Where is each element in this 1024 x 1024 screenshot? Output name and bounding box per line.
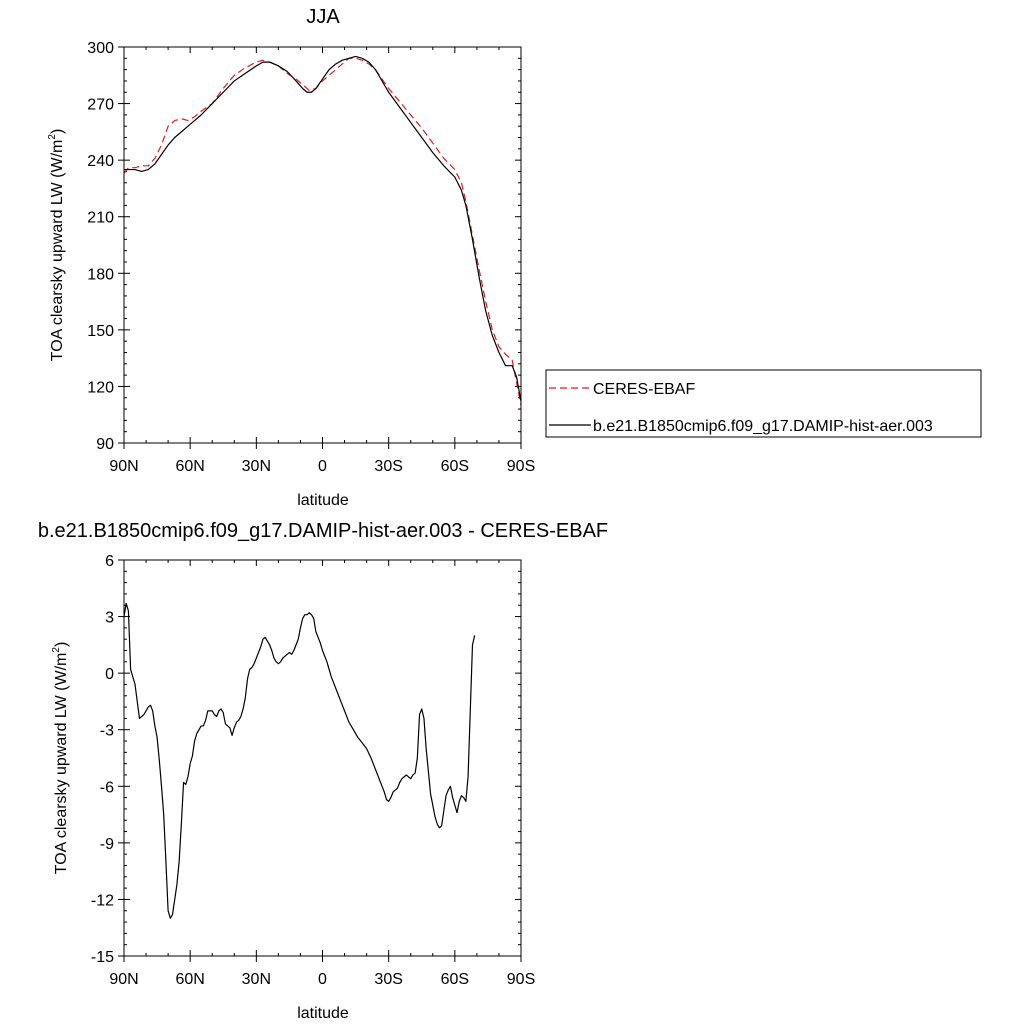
top-plot-frame: [123, 46, 522, 444]
x-tick-label: 30S: [374, 458, 402, 475]
bottom-series-line-0: [123, 602, 476, 919]
legend-label-model: b.e21.B1850cmip6.f09_g17.DAMIP-hist-aer.…: [593, 418, 933, 435]
bottom-y-axis-label-sup: 2: [51, 647, 62, 653]
top-series-line-0: [123, 57, 522, 406]
bottom-axis-ticks: -15 -12 -9 -6 -3 0 3 6 90N 60N 30N 0 30S 60S 90S: [91, 553, 535, 988]
y-tick-label: 120: [87, 379, 114, 396]
top-y-axis-label-end: ): [49, 129, 66, 134]
bottom-y-axis-label: TOA clearsky upward LW (W/m2): [51, 642, 70, 875]
top-y-axis-label-sup: 2: [47, 134, 58, 140]
y-tick-label: 300: [87, 40, 114, 57]
x-tick-label: 60S: [441, 971, 469, 988]
top-axis-ticks: 90 120 150 180 210 240 270 300 90N 60N 30N 0 30S 60S 9…: [87, 40, 535, 475]
top-series-group: [123, 55, 522, 406]
top-panel: JJA 90 120 150 180 210 240 270 300 90N 60N 30N 0 30S…: [47, 6, 535, 509]
y-tick-label: 270: [87, 97, 114, 114]
legend: CERES-EBAF b.e21.B1850cmip6.f09_g17.DAMI…: [545, 369, 982, 438]
y-tick-label: -6: [100, 779, 114, 796]
bottom-y-axis-label-main: TOA clearsky upward LW (W/m: [53, 653, 70, 875]
top-y-axis-label-main: TOA clearsky upward LW (W/m: [49, 140, 66, 362]
legend-box: [545, 369, 982, 438]
bottom-x-axis-label: latitude: [297, 1005, 349, 1022]
x-tick-label: 90N: [109, 458, 138, 475]
bottom-y-axis-label-end: ): [53, 642, 70, 647]
x-tick-label: 0: [318, 458, 327, 475]
x-tick-label: 30S: [374, 971, 402, 988]
y-tick-label: 150: [87, 323, 114, 340]
x-tick-label: 90S: [507, 971, 535, 988]
x-tick-label: 60S: [441, 458, 469, 475]
y-tick-label: 6: [105, 553, 114, 570]
y-tick-label: 210: [87, 210, 114, 227]
y-tick-label: 240: [87, 153, 114, 170]
x-tick-label: 30N: [242, 971, 271, 988]
top-series-line-1: [124, 55, 522, 402]
y-tick-label: -15: [91, 949, 114, 966]
x-tick-label: 0: [318, 971, 327, 988]
y-tick-label: 90: [96, 436, 114, 453]
x-tick-label: 90S: [507, 458, 535, 475]
y-tick-label: -3: [100, 723, 114, 740]
x-tick-label: 60N: [175, 971, 204, 988]
bottom-plot-frame: [123, 559, 522, 957]
bottom-panel: b.e21.B1850cmip6.f09_g17.DAMIP-hist-aer.…: [38, 520, 608, 1022]
y-tick-label: -12: [91, 892, 114, 909]
y-tick-label: -9: [100, 836, 114, 853]
top-title: JJA: [306, 6, 340, 28]
bottom-series-group: [123, 602, 476, 919]
legend-label-ceres: CERES-EBAF: [593, 381, 695, 398]
bottom-title: b.e21.B1850cmip6.f09_g17.DAMIP-hist-aer.…: [38, 520, 608, 542]
top-y-axis-label: TOA clearsky upward LW (W/m2): [47, 129, 66, 362]
x-tick-label: 60N: [175, 458, 204, 475]
x-tick-label: 90N: [109, 971, 138, 988]
y-tick-label: 3: [105, 610, 114, 627]
top-x-axis-label: latitude: [297, 492, 349, 509]
y-tick-label: 0: [105, 666, 114, 683]
y-tick-label: 180: [87, 266, 114, 283]
x-tick-label: 30N: [242, 458, 271, 475]
